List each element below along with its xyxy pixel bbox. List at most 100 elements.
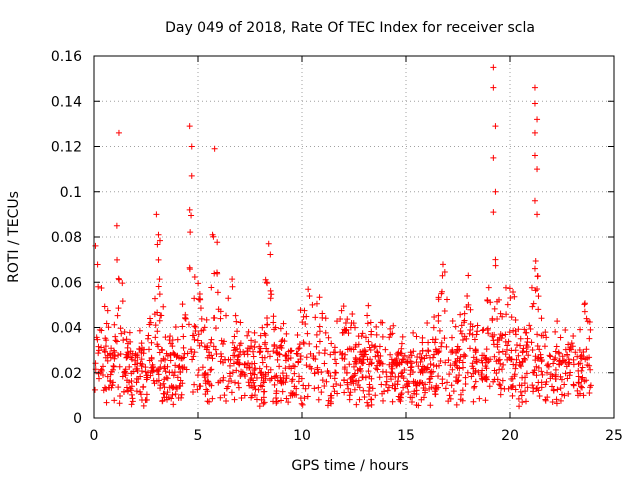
data-point xyxy=(159,398,166,405)
data-point xyxy=(172,362,179,369)
data-point xyxy=(250,379,257,386)
data-point xyxy=(211,270,218,277)
data-point xyxy=(172,391,179,398)
data-point xyxy=(209,355,216,362)
data-point xyxy=(463,335,470,342)
data-point xyxy=(291,391,298,398)
data-point xyxy=(263,363,270,370)
data-point xyxy=(579,374,586,381)
data-point xyxy=(583,346,590,353)
data-point xyxy=(143,396,150,403)
data-point xyxy=(258,369,265,376)
data-point xyxy=(515,352,522,359)
data-point xyxy=(433,348,440,355)
data-point xyxy=(551,356,558,363)
data-point xyxy=(367,356,374,363)
data-point xyxy=(231,344,238,351)
data-point xyxy=(461,351,468,358)
data-point xyxy=(201,324,208,331)
data-point xyxy=(586,354,593,361)
data-point xyxy=(257,370,264,377)
data-point xyxy=(120,388,127,395)
data-point xyxy=(164,389,171,396)
data-point xyxy=(251,392,258,399)
data-point xyxy=(314,366,321,373)
data-point xyxy=(343,369,350,376)
data-point xyxy=(454,378,461,385)
data-point xyxy=(108,345,115,352)
data-point xyxy=(504,342,511,349)
data-point xyxy=(361,347,368,354)
data-point xyxy=(457,311,464,318)
data-point xyxy=(208,382,215,389)
data-point xyxy=(257,332,264,339)
data-point xyxy=(279,370,286,377)
data-point xyxy=(423,352,430,359)
data-point xyxy=(575,367,582,374)
data-point xyxy=(436,327,443,334)
data-point xyxy=(101,348,108,355)
data-point xyxy=(448,349,455,356)
data-point xyxy=(174,385,181,392)
y-tick-label: 0.06 xyxy=(51,275,82,291)
data-point xyxy=(474,328,481,335)
data-point xyxy=(490,64,497,71)
data-point xyxy=(521,326,528,333)
data-point xyxy=(462,381,469,388)
data-point xyxy=(179,301,186,308)
data-point xyxy=(167,340,174,347)
data-point xyxy=(543,334,550,341)
data-point xyxy=(587,326,594,333)
data-point xyxy=(331,344,338,351)
data-point xyxy=(428,384,435,391)
data-point xyxy=(465,272,472,279)
data-point xyxy=(319,310,326,317)
data-point xyxy=(581,301,588,308)
data-point xyxy=(355,341,362,348)
data-point xyxy=(574,392,581,399)
data-point xyxy=(256,349,263,356)
data-point xyxy=(97,368,104,375)
data-point xyxy=(586,390,593,397)
data-point xyxy=(562,370,569,377)
data-point xyxy=(492,123,499,130)
data-point xyxy=(129,395,136,402)
data-point xyxy=(302,385,309,392)
data-point xyxy=(151,380,158,387)
data-point xyxy=(395,349,402,356)
data-point xyxy=(508,314,515,321)
data-point xyxy=(523,329,530,336)
data-point xyxy=(330,349,337,356)
data-point xyxy=(113,222,120,229)
data-point xyxy=(151,295,158,302)
data-point xyxy=(128,401,135,408)
data-point xyxy=(498,335,505,342)
data-point xyxy=(557,397,564,404)
data-point xyxy=(253,396,260,403)
data-point xyxy=(124,377,131,384)
data-point xyxy=(262,373,269,380)
data-point xyxy=(368,331,375,338)
axis-ticks xyxy=(93,55,615,419)
data-point xyxy=(125,340,132,347)
data-point xyxy=(446,371,453,378)
data-point xyxy=(490,84,497,91)
data-point xyxy=(205,378,212,385)
data-point xyxy=(270,313,277,320)
data-point xyxy=(198,315,205,322)
data-point xyxy=(172,324,179,331)
data-point xyxy=(460,319,467,326)
data-point xyxy=(586,319,593,326)
data-point xyxy=(459,359,466,366)
y-tick-label: 0 xyxy=(73,411,82,427)
data-point xyxy=(341,355,348,362)
data-point xyxy=(295,358,302,365)
data-point xyxy=(207,339,214,346)
data-point xyxy=(459,336,466,343)
data-point xyxy=(180,354,187,361)
data-point xyxy=(168,383,175,390)
data-point xyxy=(508,375,515,382)
data-point xyxy=(102,343,109,350)
data-point xyxy=(435,318,442,325)
data-point xyxy=(158,346,165,353)
